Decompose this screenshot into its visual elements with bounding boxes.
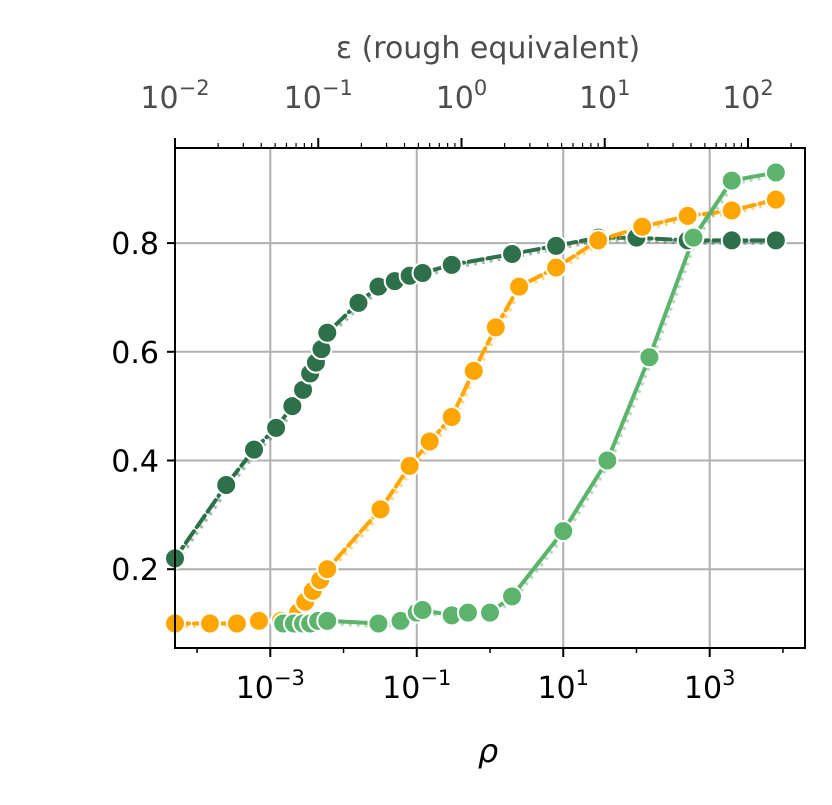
series-1-point: [316, 558, 339, 581]
series-2-point: [638, 346, 661, 369]
top-axis-title: ε (rough equivalent): [336, 31, 640, 66]
series-0-point: [501, 242, 524, 265]
y-tick-label: 0.6: [111, 336, 159, 371]
series-1-point: [484, 316, 507, 339]
series-2-point: [479, 601, 501, 624]
series-0-point: [764, 229, 787, 252]
series-0-companion-line: [174, 237, 778, 562]
x-axis-title: ρ: [478, 732, 498, 770]
y-tick-label: 0.8: [111, 227, 159, 262]
series-2-point: [367, 612, 390, 635]
series-1-point: [418, 430, 441, 453]
series-0-point: [440, 253, 463, 276]
series-0-point: [316, 321, 339, 344]
axis-ticks: 0.2 0.4 0.6 0.8 10−3 10−1 101 103 10−2 10−1 100 101…: [111, 76, 792, 706]
series-0-point: [347, 291, 370, 314]
series-1-point: [225, 612, 248, 635]
series-2-point: [764, 161, 787, 184]
series-1-point: [676, 204, 699, 227]
x-tick-label: 10−1: [382, 666, 451, 706]
series-1-point: [508, 275, 531, 298]
series-2-point: [720, 169, 743, 192]
grid: [175, 148, 805, 648]
series-1-point: [440, 406, 463, 429]
series-2-point: [596, 449, 619, 472]
x-tick-label: 10−3: [236, 666, 305, 706]
top-x-tick-label: 100: [436, 76, 488, 116]
x-tick-label: 101: [537, 666, 589, 706]
series-1-point: [198, 612, 221, 635]
series-0-point: [243, 438, 266, 461]
top-x-tick-label: 102: [722, 76, 774, 116]
series-0-point: [545, 234, 568, 257]
series-2-point: [411, 598, 434, 621]
series-1-point: [545, 256, 568, 279]
series-points: [164, 161, 787, 635]
series-0-point: [265, 416, 288, 439]
y-tick-label: 0.4: [111, 445, 159, 480]
series-1-point: [369, 498, 392, 521]
series-2-point: [456, 601, 479, 624]
series-1-point: [720, 199, 743, 222]
series-0-point: [720, 229, 743, 252]
series-2-companion-line: [285, 172, 779, 629]
series-0-point: [215, 473, 238, 496]
top-x-tick-label: 10−2: [140, 76, 209, 116]
series-2-point: [316, 609, 339, 632]
x-tick-label: 103: [684, 666, 736, 706]
series-1-point: [247, 609, 270, 632]
series-2-point: [552, 520, 575, 543]
series-0-line: [173, 235, 778, 561]
top-x-tick-label: 10−1: [284, 76, 353, 116]
series-2-point: [501, 585, 524, 608]
series-0-point: [281, 395, 304, 418]
series-1-point: [462, 359, 485, 382]
y-tick-label: 0.2: [111, 553, 159, 588]
series-0-point: [411, 262, 434, 284]
series-1-point: [631, 215, 654, 238]
series-1-point: [764, 188, 787, 211]
series-1-point: [398, 454, 421, 477]
top-x-tick-label: 101: [579, 76, 631, 116]
series-1-point: [587, 229, 610, 252]
series-2-point: [682, 226, 705, 249]
